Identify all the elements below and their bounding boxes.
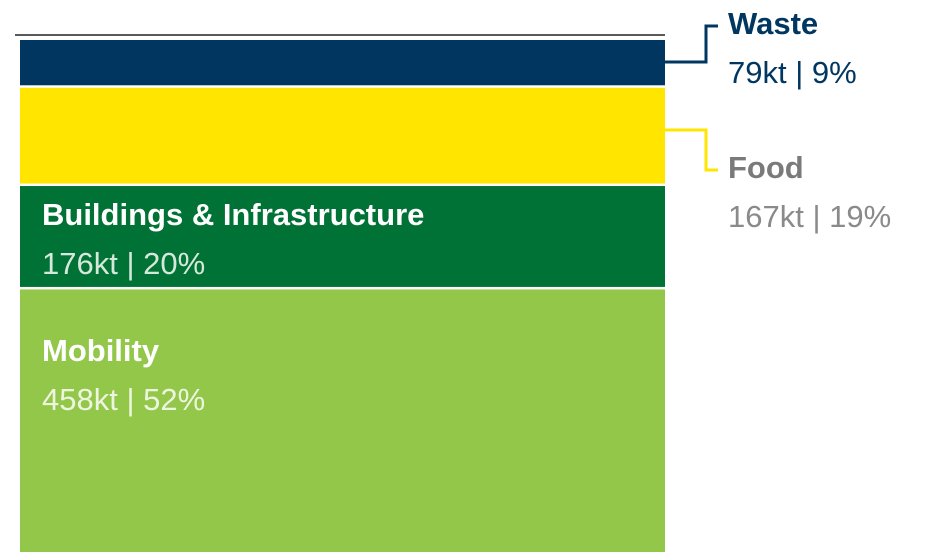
segment bbox=[20, 40, 665, 86]
connector bbox=[653, 128, 718, 172]
segment bbox=[20, 87, 665, 184]
connector bbox=[653, 24, 718, 64]
segment-name: Mobility bbox=[42, 333, 160, 368]
segment-name: Food bbox=[728, 150, 804, 185]
segment-name: Waste bbox=[728, 6, 818, 41]
segment-value: 79kt | 9% bbox=[728, 55, 857, 90]
segment bbox=[20, 289, 665, 552]
segment-value: 176kt | 20% bbox=[42, 246, 205, 281]
segment bbox=[20, 186, 665, 287]
segment-value: 458kt | 52% bbox=[42, 382, 205, 417]
segment-name: Buildings & Infrastructure bbox=[42, 197, 424, 232]
segment-value: 167kt | 19% bbox=[728, 199, 891, 234]
